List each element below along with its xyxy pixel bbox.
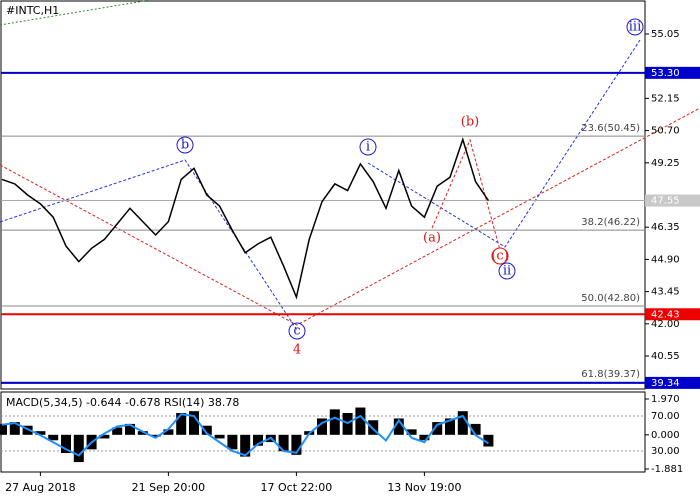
macd-bar [125,423,135,435]
macd-bar [35,431,46,435]
macd-bar [317,418,327,435]
wave-circle [288,322,306,340]
wave-line [367,39,641,248]
macd-bar [457,411,468,435]
wave-circle [491,247,509,265]
fib-label: 50.0(42.80) [581,293,640,304]
y-tick-label: 44.90 [651,254,680,265]
macd-bar [99,434,110,439]
wave-label: c [293,324,300,339]
macd-bar [112,427,123,435]
macd-bar [137,431,148,435]
macd-bar [445,418,455,435]
x-tick-label: 27 Aug 2018 [5,481,75,494]
macd-bar [278,434,289,452]
trend-line [0,0,151,26]
indicator-tick-label: 1.970 [651,394,680,405]
wave-circle [626,18,644,36]
macd-bar [48,434,59,441]
macd-bar [189,411,199,435]
fib-label: 38.2(46.22) [581,217,640,228]
indicator-tick-label: 0.000 [651,430,680,441]
y-tick-label: 46.35 [651,222,680,233]
macd-bar [176,412,187,435]
macd-bar [406,429,417,435]
level-label: 42.43 [651,309,680,320]
macd-bar [9,422,20,435]
wave-circle [176,136,194,154]
y-tick-label: 55.05 [651,29,680,40]
macd-bar [201,425,212,435]
macd-bar [483,434,494,447]
macd-bar [419,434,430,441]
macd-bar [240,434,251,457]
wave-line [431,138,501,251]
macd-bar [61,434,71,453]
x-tick-label: 21 Sep 20:00 [132,481,205,494]
level-box [645,66,700,79]
macd-bar [393,418,404,435]
macd-bar [368,420,379,435]
x-tick-label: 17 Oct 22:00 [261,481,333,494]
macd-bar [0,423,7,435]
rsi-line [1,413,489,457]
macd-bar [73,434,84,463]
level-label: 39.34 [651,378,680,389]
y-tick-label: 49.25 [651,158,680,169]
wave-label: i [366,140,370,155]
y-tick-label: 50.70 [651,126,680,137]
wave-circle [498,262,516,280]
macd-bar [470,423,481,435]
macd-bar [253,434,263,446]
wave-label: 4 [293,343,301,358]
fib-label: 61.8(39.37) [581,369,640,380]
wave-label: (a) [423,231,441,246]
rsi-tick-label: 30.00 [651,446,680,457]
rsi-tick-label: 70.00 [651,411,680,422]
macd-bar [355,407,366,435]
wave-line [0,159,298,331]
macd-bar [291,434,302,455]
price-box [645,194,700,207]
price-line [1,137,490,300]
macd-bar [163,429,174,435]
macd-bar [150,434,161,437]
macd-bar [214,434,225,439]
fib-label: 23.6(50.45) [581,123,640,134]
price-label: 47.55 [651,196,680,207]
macd-bar [22,425,33,435]
wave-label: (b) [461,115,479,130]
level-box [645,308,700,321]
y-tick-label: 43.45 [651,287,680,298]
wave-circle [359,138,377,156]
level-box [645,376,700,389]
wave-label: iii [629,20,641,35]
indicator-label: MACD(5,34,5) -0.644 -0.678 RSI(14) 38.78 [6,396,239,409]
macd-bar [329,409,340,435]
x-tick-label: 13 Nov 19:00 [387,481,461,494]
wave-label: b [181,138,189,153]
macd-bar [227,434,238,450]
y-tick-label: 42.00 [651,319,680,330]
y-tick-label: 52.15 [651,93,680,104]
level-label: 53.30 [651,68,680,79]
indicator-tick-label: -1.881 [651,464,683,475]
wave-label: (c) [491,249,508,264]
macd-bar [432,422,443,435]
y-tick-label: 40.55 [651,351,680,362]
wave-line [0,107,700,326]
chart-title: #INTC,H1 [6,4,59,17]
wave-label: ii [503,264,511,279]
